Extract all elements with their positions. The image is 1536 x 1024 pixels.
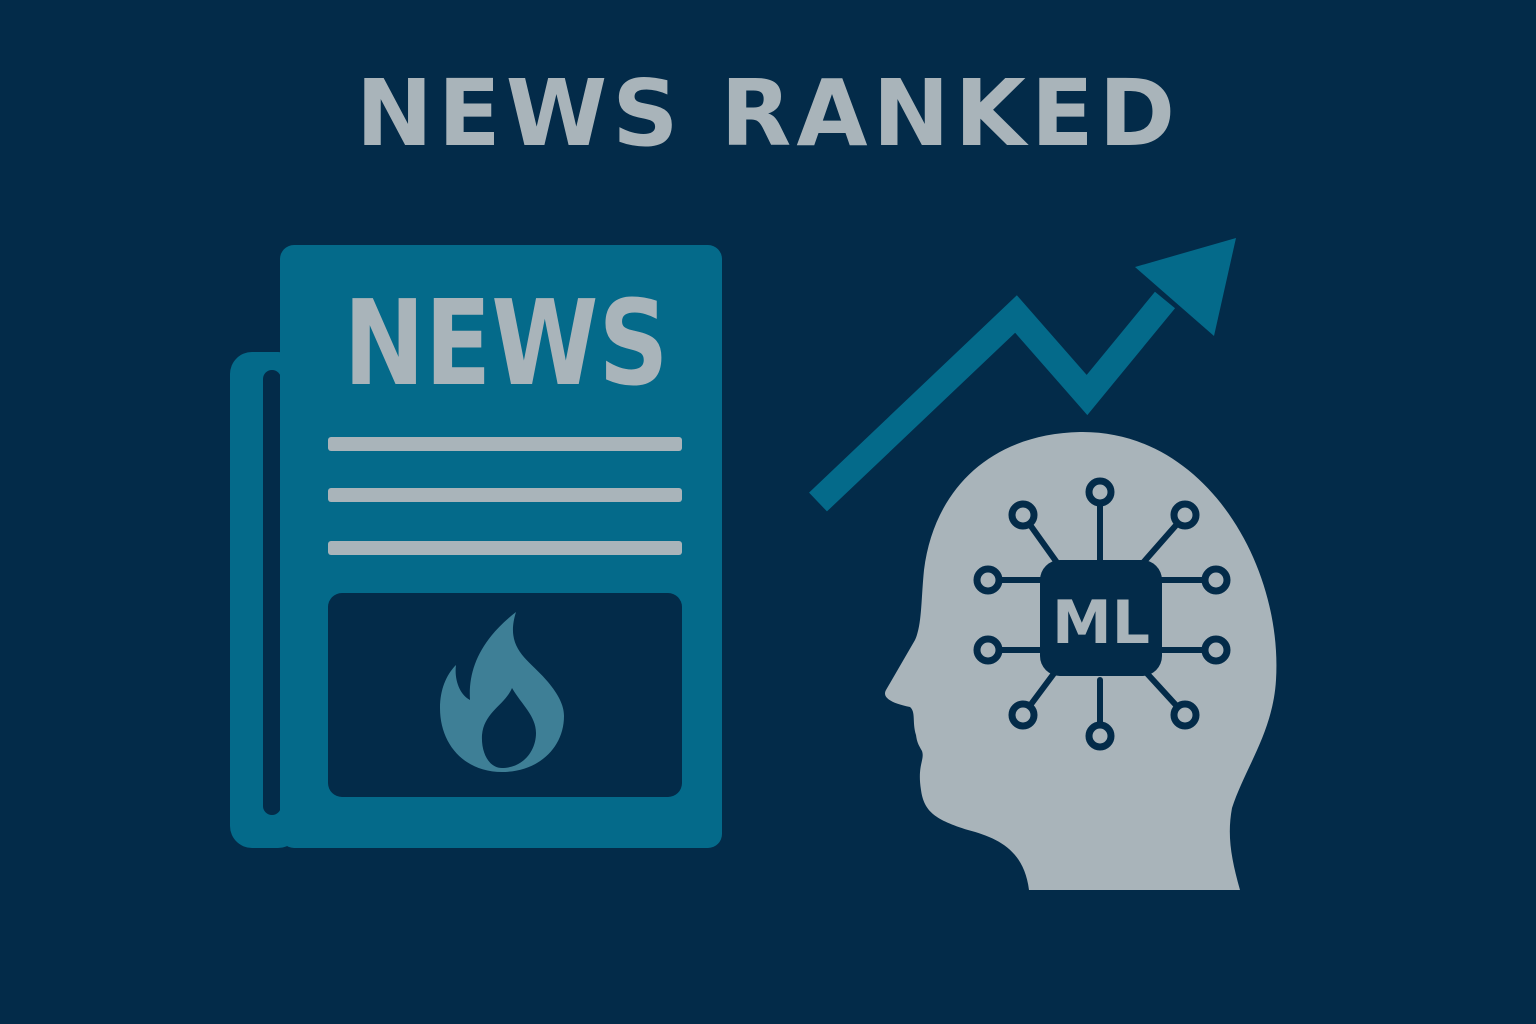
node-right-upper — [1201, 565, 1231, 595]
newspaper-icon: NEWS — [230, 245, 722, 848]
node-right-lower — [1201, 635, 1231, 665]
node-top — [1085, 477, 1115, 507]
newspaper-fold-gap — [263, 370, 281, 815]
ml-chip — [1040, 560, 1162, 676]
ml-chip-network-icon: ML — [973, 477, 1231, 751]
trend-arrowhead — [1135, 238, 1236, 336]
page-title: NEWS RANKED — [355, 60, 1181, 167]
node-bottom-left — [1008, 700, 1038, 730]
flame-icon — [440, 612, 564, 772]
node-bottom — [1085, 721, 1115, 751]
headline-line-3 — [328, 541, 682, 555]
headline-line-2 — [328, 488, 682, 502]
node-left-lower — [973, 635, 1003, 665]
node-top-left — [1008, 500, 1038, 530]
trend-up-arrow-icon — [809, 238, 1236, 512]
ml-chip-label: ML — [1052, 588, 1150, 658]
trend-line — [809, 291, 1176, 512]
node-top-right — [1170, 500, 1200, 530]
headline-line-1 — [328, 437, 682, 451]
newspaper-masthead: NEWS — [344, 274, 669, 412]
node-left-upper — [973, 565, 1003, 595]
node-bottom-right — [1170, 700, 1200, 730]
